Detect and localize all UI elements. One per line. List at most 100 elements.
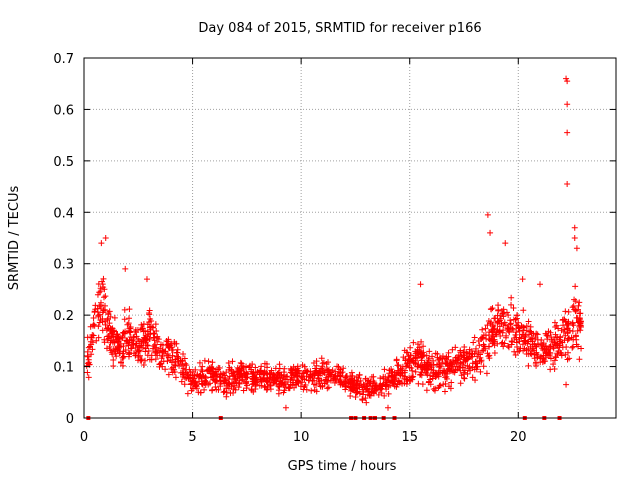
- data-point: [165, 343, 172, 350]
- data-point: [564, 330, 571, 337]
- data-point: [469, 360, 476, 367]
- data-point: [237, 359, 244, 366]
- data-point: [570, 336, 577, 343]
- data-point: [353, 374, 360, 381]
- data-point: [577, 322, 584, 329]
- data-point: [146, 324, 153, 331]
- data-point: [180, 365, 187, 372]
- data-point: [162, 366, 169, 373]
- plot-frame: [83, 57, 617, 419]
- data-point: [508, 294, 515, 301]
- data-point: [281, 365, 288, 372]
- data-point-outlier: [98, 240, 105, 247]
- data-point: [548, 336, 555, 343]
- data-point: [261, 383, 268, 390]
- data-point: [513, 312, 520, 319]
- data-point: [263, 370, 270, 377]
- data-point: [100, 294, 107, 301]
- data-point: [185, 372, 192, 379]
- data-point: [179, 357, 186, 364]
- data-point: [538, 337, 545, 344]
- data-point: [305, 377, 312, 384]
- data-point: [534, 354, 541, 361]
- data-point: [407, 352, 414, 359]
- data-point: [318, 355, 325, 362]
- data-point: [97, 288, 104, 295]
- data-point: [250, 369, 257, 376]
- data-point: [434, 350, 441, 357]
- data-point: [340, 365, 347, 372]
- data-point: [89, 346, 96, 353]
- data-point: [476, 342, 483, 349]
- data-point: [444, 356, 451, 363]
- data-point: [296, 370, 303, 377]
- ticks-layer: 0 0.1 0.2 0.3 0.4 0.5 0.6 0.7 0 5 10 15 20: [53, 52, 616, 445]
- x-tick-label: 15: [401, 430, 418, 445]
- data-point: [484, 350, 491, 357]
- data-point: [128, 345, 135, 352]
- data-point: [532, 335, 539, 342]
- data-point: [184, 390, 191, 397]
- chart-title: Day 084 of 2015, SRMTID for receiver p16…: [198, 21, 481, 36]
- data-point: [85, 344, 92, 351]
- data-point: [266, 370, 273, 377]
- data-point: [525, 318, 532, 325]
- data-point: [231, 375, 238, 382]
- data-point: [104, 333, 111, 340]
- data-point: [198, 366, 205, 373]
- data-point: [482, 325, 489, 332]
- data-point: [298, 374, 305, 381]
- data-point: [201, 386, 208, 393]
- data-point: [529, 341, 536, 348]
- data-point: [313, 388, 320, 395]
- data-point: [220, 389, 227, 396]
- data-point-outlier: [564, 129, 571, 136]
- data-point: [435, 356, 442, 363]
- y-tick-label: 0.1: [53, 361, 74, 376]
- data-point: [458, 372, 465, 379]
- data-point: [348, 378, 355, 385]
- data-point: [436, 363, 443, 370]
- data-point: [177, 369, 184, 376]
- data-point: [573, 307, 580, 314]
- data-point: [270, 371, 277, 378]
- data-point: [97, 302, 104, 309]
- data-point: [201, 357, 208, 364]
- data-point: [409, 367, 416, 374]
- data-point: [150, 334, 157, 341]
- data-point: [472, 360, 479, 367]
- data-point: [491, 315, 498, 322]
- data-point: [315, 372, 322, 379]
- grid-layer: [84, 58, 616, 418]
- data-point: [487, 319, 494, 326]
- data-point: [339, 369, 346, 376]
- data-point: [512, 331, 519, 338]
- data-point: [508, 341, 515, 348]
- data-point: [151, 330, 158, 337]
- data-point: [356, 390, 363, 397]
- data-point-outlier: [571, 235, 578, 241]
- data-point: [395, 378, 402, 385]
- data-point: [180, 351, 187, 358]
- data-point: [441, 388, 448, 395]
- data-point: [552, 323, 559, 330]
- data-point: [510, 316, 517, 323]
- data-point: [505, 344, 512, 351]
- data-point: [420, 349, 427, 356]
- data-point: [460, 358, 467, 365]
- data-point: [367, 392, 374, 399]
- data-point-outlier: [102, 235, 109, 241]
- data-point: [526, 328, 533, 335]
- data-point: [83, 362, 90, 369]
- data-point: [119, 354, 126, 361]
- data-point: [477, 368, 484, 375]
- data-point: [398, 369, 405, 376]
- data-point: [88, 334, 95, 341]
- data-point: [430, 357, 437, 364]
- data-point: [364, 377, 371, 384]
- data-point: [576, 299, 583, 306]
- data-point: [108, 326, 115, 333]
- data-point: [164, 338, 171, 345]
- data-point: [276, 381, 283, 388]
- data-point: [142, 345, 149, 352]
